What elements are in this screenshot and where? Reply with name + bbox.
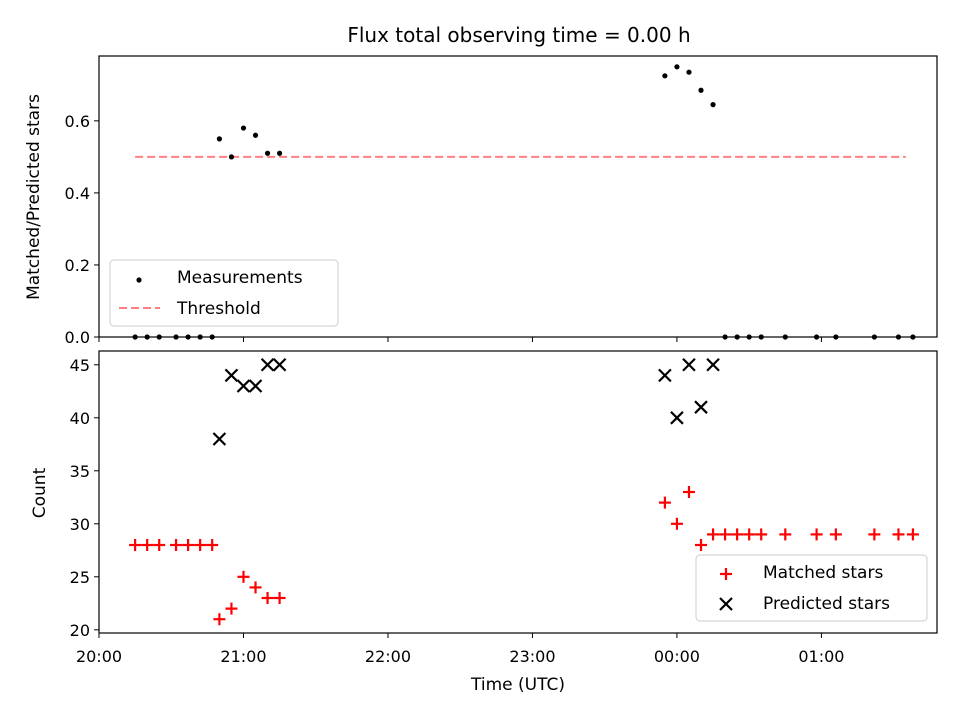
bottom-y-axis-label: Count — [30, 467, 50, 518]
top-y-tick-label: 0.4 — [65, 184, 90, 203]
bottom-plot-frame — [98, 350, 938, 634]
x-tick-label: 01:00 — [798, 647, 844, 666]
bottom-plot: 20 25 30 35 40 45 20:00 21:00 22:00 23:00 00:00 01… — [30, 350, 938, 695]
matched-star-point — [237, 570, 250, 583]
matched-star-point — [779, 528, 792, 541]
legend-predicted-label: Predicted stars — [763, 594, 890, 614]
matched-star-point — [755, 528, 768, 541]
predicted-star-point — [236, 379, 251, 393]
matched-star-point — [743, 528, 756, 541]
x-tick-label: 20:00 — [76, 647, 122, 666]
predicted-star-point — [212, 432, 227, 446]
legend-matched-label: Matched stars — [763, 563, 883, 583]
matched-star-point — [182, 539, 195, 552]
x-tick-label: 23:00 — [509, 647, 555, 666]
legend-measurements-marker — [136, 277, 142, 283]
measurement-point — [698, 87, 704, 93]
bottom-y-tick-label: 45 — [70, 356, 90, 375]
x-tick-label: 00:00 — [654, 647, 700, 666]
bottom-y-tick-label: 35 — [70, 462, 90, 481]
matched-star-point — [719, 528, 732, 541]
matched-star-point — [206, 539, 219, 552]
matched-star-point — [273, 592, 286, 605]
top-legend-frame — [109, 259, 339, 327]
legend-measurements-label: Measurements — [177, 268, 303, 288]
matched-star-point — [658, 496, 671, 509]
predicted-star-point — [658, 368, 672, 383]
measurement-point — [240, 125, 247, 131]
top-y-tick-label: 0.0 — [65, 328, 90, 347]
x-axis-label: Time (UTC) — [470, 675, 565, 695]
predicted-star-point — [260, 358, 275, 372]
legend-threshold-label: Threshold — [176, 299, 261, 319]
matched-star-point — [695, 539, 708, 552]
matched-star-point — [225, 602, 238, 615]
predicted-star-point — [272, 358, 287, 372]
bottom-legend-frame — [695, 554, 928, 622]
matched-star-point — [249, 581, 262, 594]
measurement-point — [674, 64, 680, 70]
top-y-tick-label: 0.2 — [65, 256, 90, 275]
matched-star-point — [194, 539, 207, 552]
measurement-point — [277, 150, 283, 156]
measurement-point — [710, 102, 716, 108]
matched-star-point — [868, 528, 881, 541]
measurement-point — [264, 150, 271, 156]
matched-star-point — [892, 528, 905, 541]
predicted-star-point — [682, 358, 696, 372]
top-y-tick-label: 0.6 — [65, 112, 90, 131]
matched-star-point — [670, 517, 683, 530]
measurement-point — [662, 73, 668, 79]
bottom-y-tick-label: 20 — [70, 621, 90, 640]
x-tick-label: 21:00 — [220, 647, 266, 666]
measurement-point — [216, 136, 223, 142]
legend-predicted-marker — [719, 597, 733, 611]
top-y-axis-label: Matched/Predicted stars — [24, 94, 44, 300]
predicted-star-point — [694, 400, 708, 414]
matched-star-point — [731, 528, 744, 541]
bottom-y-tick-label: 25 — [70, 568, 90, 587]
predicted-star-point — [224, 368, 239, 383]
matched-star-point — [810, 528, 823, 541]
predicted-star-point — [670, 411, 684, 425]
predicted-star-point — [706, 358, 720, 372]
measurement-point — [252, 132, 259, 138]
chart-title: Flux total observing time = 0.00 h — [347, 23, 690, 47]
matched-star-point — [261, 592, 274, 605]
top-plot: 0.0 0.2 0.4 0.6 Matched/Predicted stars — [24, 55, 938, 347]
bottom-y-tick-label: 40 — [70, 409, 90, 428]
matched-star-point — [829, 528, 842, 541]
measurement-point — [228, 154, 235, 160]
measurement-point — [686, 69, 692, 75]
legend-matched-marker — [720, 568, 732, 580]
matched-star-point — [141, 539, 154, 552]
bottom-y-tick-label: 30 — [70, 515, 90, 534]
matched-star-point — [682, 486, 695, 498]
matched-star-point — [129, 539, 142, 552]
matched-star-point — [707, 528, 720, 541]
matched-star-point — [906, 528, 919, 541]
bottom-legend: Matched stars Predicted stars — [695, 554, 928, 622]
matched-star-point — [213, 613, 226, 626]
x-tick-label: 22:00 — [365, 647, 411, 666]
matched-star-point — [153, 539, 166, 552]
predicted-star-point — [248, 379, 263, 393]
top-plot-frame — [98, 55, 938, 338]
matched-star-point — [170, 539, 183, 552]
top-legend: Measurements Threshold — [109, 259, 339, 327]
